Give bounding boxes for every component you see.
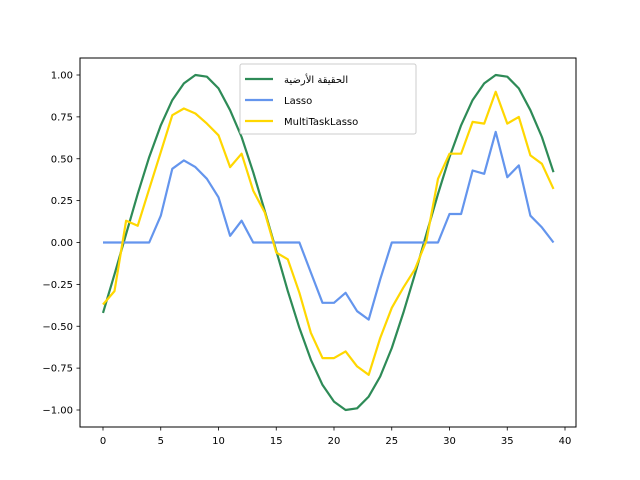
- x-tick-label: 35: [501, 436, 514, 447]
- x-tick-label: 25: [385, 436, 398, 447]
- legend-item-lasso: Lasso: [245, 96, 312, 107]
- series-line-ground-truth: [101, 73, 555, 412]
- legend-frame: [239, 63, 417, 135]
- x-tick-label: 40: [559, 436, 572, 447]
- legend-item-ground-truth: الحقيقة الأرضية: [245, 73, 348, 86]
- y-tick-label: 0.50: [51, 154, 73, 165]
- x-tick-label: 20: [328, 436, 341, 447]
- legend-label-lasso: Lasso: [284, 96, 312, 107]
- x-tick-label: 10: [212, 436, 225, 447]
- y-tick-label: 0.75: [51, 112, 73, 123]
- legend-label-multitasklasso: MultiTaskLasso: [284, 117, 358, 128]
- x-tick-label: 15: [270, 436, 283, 447]
- x-tick-label: 30: [443, 436, 456, 447]
- series-line-multitasklasso: [102, 90, 555, 376]
- series-line-lasso: [103, 130, 555, 321]
- y-tick-label: −0.25: [42, 280, 73, 291]
- y-tick-label: 1.00: [51, 71, 73, 82]
- y-tick-label: −0.50: [42, 322, 73, 333]
- x-tick-label: 5: [158, 436, 164, 447]
- legend: الحقيقة الأرضية Lasso MultiTaskLasso: [239, 63, 417, 135]
- y-tick-label: −1.00: [42, 406, 73, 417]
- legend-item-multitasklasso: MultiTaskLasso: [245, 117, 358, 128]
- y-tick-label: 0.00: [51, 238, 73, 249]
- y-tick-label: −0.75: [42, 364, 73, 375]
- y-tick-label: 0.25: [51, 196, 73, 207]
- series-layer: [101, 73, 555, 412]
- y-axis: 1.00 0.75 0.50 0.25 0.00 −0.25 −0.50 −0.75 −1.00: [42, 71, 80, 417]
- x-axis: 0 5 10 15 20 25 30 35 40: [100, 427, 572, 447]
- legend-label-ground-truth: الحقيقة الأرضية: [284, 73, 348, 86]
- x-tick-label: 0: [100, 436, 106, 447]
